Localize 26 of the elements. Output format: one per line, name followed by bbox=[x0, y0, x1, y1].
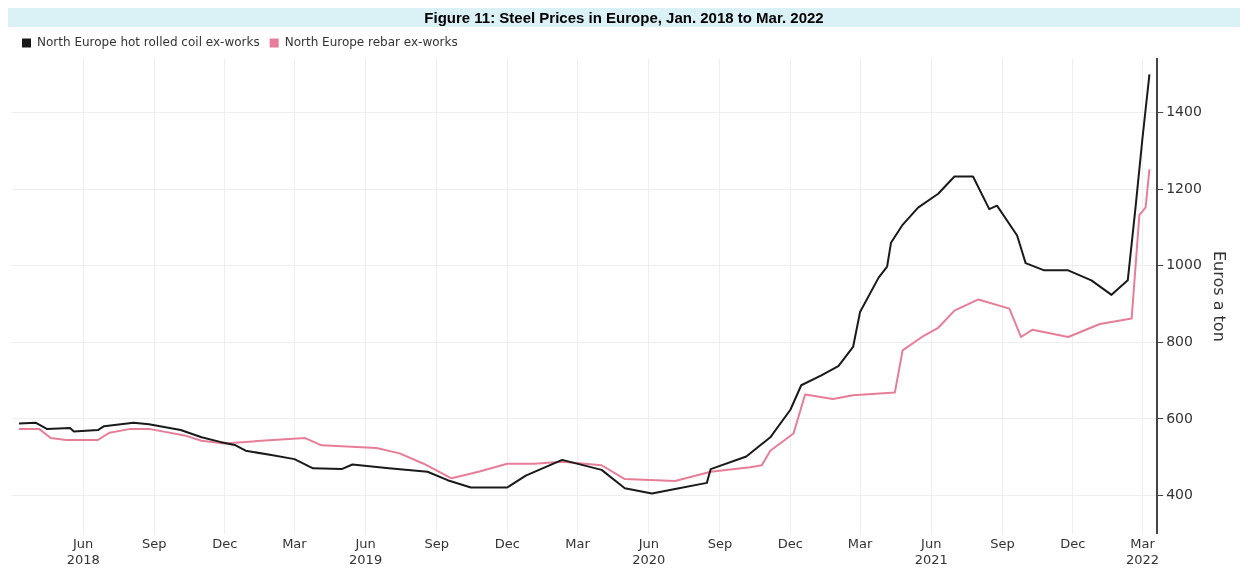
x-tick-label: Sep bbox=[142, 535, 167, 551]
x-tick-label: Dec bbox=[494, 535, 520, 551]
x-tick-label: Jun 2019 bbox=[349, 535, 383, 567]
y-tick-label: 800 bbox=[1166, 332, 1193, 349]
x-tick-label: Mar bbox=[282, 535, 308, 551]
legend-label: North Europe rebar ex-works bbox=[284, 35, 458, 50]
y-tick-label: 1200 bbox=[1166, 179, 1202, 196]
x-tick-label: Sep bbox=[707, 535, 733, 551]
x-tick-label: Sep bbox=[424, 535, 450, 551]
x-tick-label: Dec bbox=[212, 535, 238, 551]
y-tick-label: 400 bbox=[1166, 486, 1193, 503]
x-tick-label: Mar bbox=[565, 535, 591, 551]
x-tick-label: Jun 2020 bbox=[632, 535, 666, 567]
legend-label: North Europe hot rolled coil ex-works bbox=[37, 35, 260, 50]
x-tick-label: Sep bbox=[990, 535, 1015, 551]
x-tick-label: Dec bbox=[1060, 535, 1086, 551]
x-tick-label: Jun 2018 bbox=[66, 535, 100, 567]
x-tick-label: Jun 2021 bbox=[914, 535, 948, 567]
y-tick-label: 1400 bbox=[1166, 103, 1202, 120]
y-axis-title: Euros a ton bbox=[1210, 251, 1230, 342]
chart-title: Figure 11: Steel Prices in Europe, Jan. 2018 to Mar. 2022 bbox=[8, 8, 1240, 27]
x-tick-label: Mar 2022 bbox=[1125, 535, 1160, 567]
y-tick-label: 1000 bbox=[1166, 256, 1202, 273]
y-tick-label: 600 bbox=[1166, 409, 1193, 426]
x-tick-label: Dec bbox=[777, 535, 803, 551]
x-tick-label: Mar bbox=[847, 535, 873, 551]
